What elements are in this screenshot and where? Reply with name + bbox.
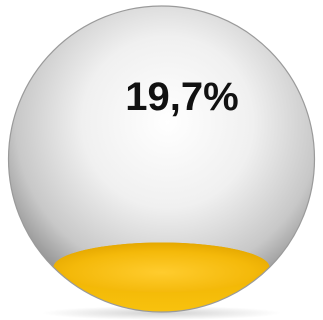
ground-shadow [41,306,282,320]
liquid-surface [53,242,270,293]
liquid-group [53,242,270,312]
globe-outline [7,5,316,313]
value-label: 19,7% [125,75,238,119]
globe-sphere [8,6,315,312]
